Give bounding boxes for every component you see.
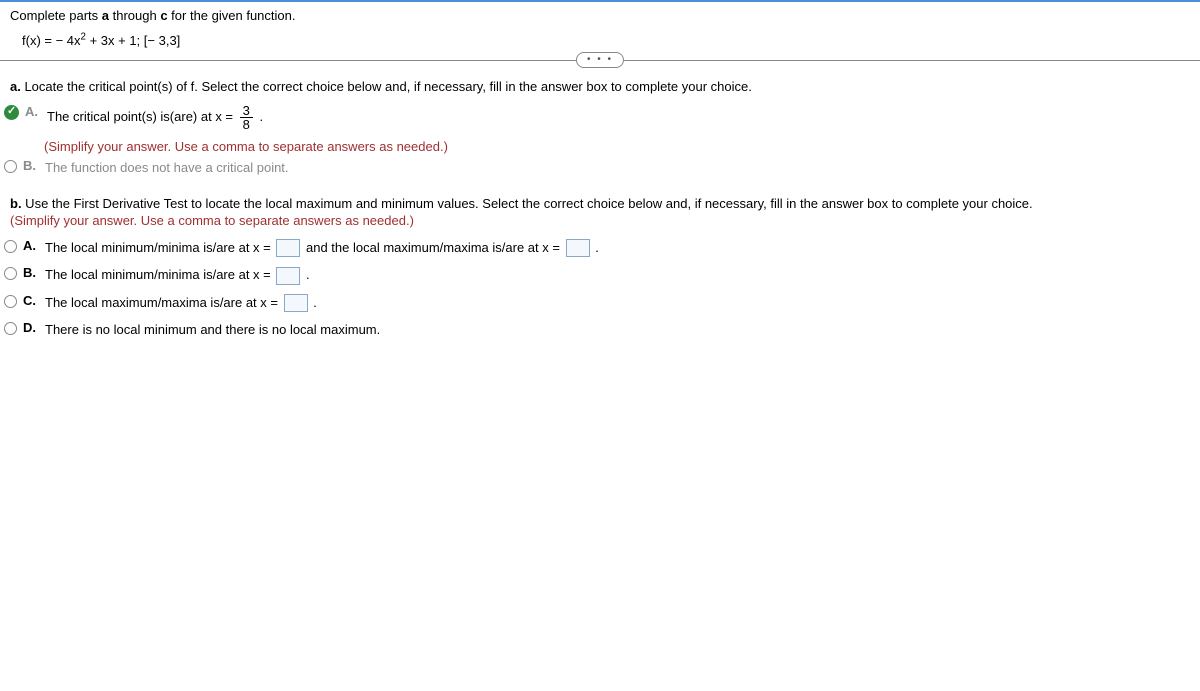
radio-checked-icon[interactable]: [4, 105, 19, 120]
choice-letter: B.: [23, 265, 39, 280]
choice-text: The local minimum/minima is/are at x =: [45, 267, 274, 282]
choice-b-B: B. The local minimum/minima is/are at x …: [0, 261, 1200, 289]
choice-text: and the local maximum/maxima is/are at x…: [306, 240, 564, 255]
instruction-text: Complete parts: [10, 8, 102, 23]
fraction-den: 8: [240, 118, 253, 131]
choice-a-A: A. The critical point(s) is(are) at x = …: [0, 100, 1200, 135]
fraction: 3 8: [240, 104, 253, 131]
choice-b-D: D. There is no local minimum and there i…: [0, 316, 1200, 344]
part-label-a: a.: [10, 79, 21, 94]
radio-empty-icon[interactable]: [4, 267, 17, 280]
problem-header: Complete parts a through c for the given…: [0, 2, 1200, 29]
choice-text: .: [313, 295, 317, 310]
answer-input[interactable]: [276, 239, 300, 257]
expand-button[interactable]: • • •: [576, 52, 624, 68]
answer-input[interactable]: [566, 239, 590, 257]
choice-letter: C.: [23, 293, 39, 308]
simplify-hint: (Simplify your answer. Use a comma to se…: [10, 213, 1190, 228]
choice-letter: A.: [23, 238, 39, 253]
choice-letter: B.: [23, 158, 39, 173]
instruction-text: for the given function.: [168, 8, 296, 23]
choice-body: The local minimum/minima is/are at x = .: [45, 265, 1200, 285]
question-a-text: Locate the critical point(s) of f. Selec…: [21, 79, 752, 94]
question-b-text: Use the First Derivative Test to locate …: [22, 196, 1033, 211]
simplify-hint: (Simplify your answer. Use a comma to se…: [0, 139, 1200, 154]
choice-text: The critical point(s) is(are) at x =: [47, 109, 237, 124]
choice-text: .: [306, 267, 310, 282]
answer-input[interactable]: [276, 267, 300, 285]
question-b: b. Use the First Derivative Test to loca…: [0, 182, 1200, 234]
choice-body: The local minimum/minima is/are at x = a…: [45, 238, 1200, 258]
radio-empty-icon[interactable]: [4, 240, 17, 253]
instruction-text: through: [109, 8, 160, 23]
radio-empty-icon[interactable]: [4, 322, 17, 335]
choice-text: .: [260, 109, 264, 124]
func-tail: + 3x + 1; [− 3,3]: [86, 33, 180, 48]
part-label-b: b.: [10, 196, 22, 211]
choice-text: .: [595, 240, 599, 255]
choice-b-A: A. The local minimum/minima is/are at x …: [0, 234, 1200, 262]
part-a: a: [102, 8, 109, 23]
choice-text: The local minimum/minima is/are at x =: [45, 240, 274, 255]
part-c: c: [160, 8, 167, 23]
radio-empty-icon[interactable]: [4, 160, 17, 173]
choice-b-C: C. The local maximum/maxima is/are at x …: [0, 289, 1200, 317]
choice-text: There is no local minimum and there is n…: [45, 320, 1200, 340]
fraction-num: 3: [240, 104, 253, 118]
choice-body: The critical point(s) is(are) at x = 3 8…: [47, 104, 1200, 131]
choice-text: The function does not have a critical po…: [45, 158, 1200, 178]
radio-empty-icon[interactable]: [4, 295, 17, 308]
choice-letter: A.: [25, 104, 41, 119]
choice-letter: D.: [23, 320, 39, 335]
choice-a-B: B. The function does not have a critical…: [0, 154, 1200, 182]
choice-text: The local maximum/maxima is/are at x =: [45, 295, 282, 310]
choice-body: The local maximum/maxima is/are at x = .: [45, 293, 1200, 313]
func-body: f(x) = − 4x: [22, 33, 81, 48]
answer-input[interactable]: [284, 294, 308, 312]
